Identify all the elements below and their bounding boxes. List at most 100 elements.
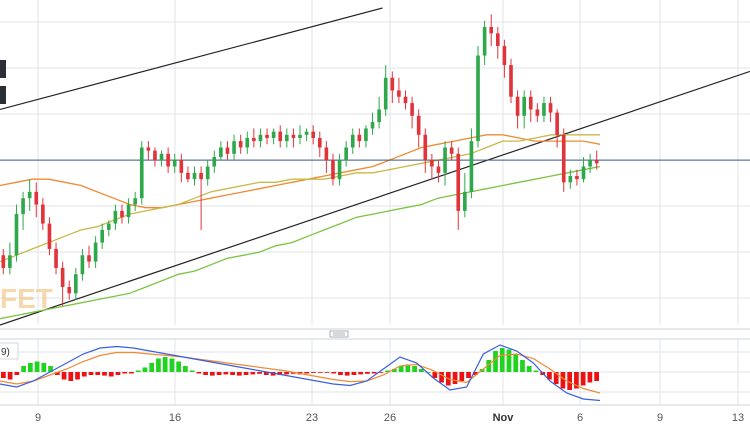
watermark-text: FET [0,283,53,314]
histogram-bar [574,372,579,389]
histogram-bar [432,372,438,378]
candle-body [403,96,408,104]
candle-body [120,210,124,218]
histogram-bar [547,372,552,380]
candle-body [54,248,58,268]
candle-body [225,147,230,154]
candle-body [34,191,39,205]
histogram-bar [486,360,492,372]
histogram-bar [533,370,539,372]
candle-body [548,103,553,113]
histogram-bar [580,372,586,386]
resize-handle-icon[interactable] [329,330,349,338]
histogram-bar [61,372,67,380]
histogram-bar [257,372,262,374]
histogram-bar [108,372,114,377]
histogram-bar [526,366,532,372]
candle-body [238,141,243,148]
left-badge-top [0,60,6,78]
histogram-bar [196,372,202,374]
candle-body [153,150,157,161]
candle-body [291,134,296,138]
histogram-bar [324,372,330,373]
histogram-bar [439,372,444,383]
candle-body [331,160,335,180]
trendline [0,70,750,326]
candle-body [106,223,111,230]
histogram-bar [351,372,357,375]
panel-divider[interactable] [0,328,750,340]
candle-body [528,96,533,110]
histogram-bar [425,372,431,373]
histogram-bar [210,372,215,376]
histogram-bar [169,358,175,372]
histogram-bar [493,351,498,372]
histogram-bar [1,372,6,378]
histogram-bar [95,372,101,375]
histogram-bar [41,363,47,372]
histogram-bar [230,372,235,375]
candle-body [350,134,355,148]
histogram-bar [34,361,40,372]
histogram-bar [338,372,343,375]
candle-body [436,166,441,173]
candle-body [515,96,520,116]
x-tick-label: 9 [35,412,41,424]
macd-line [0,344,601,402]
candle-body [430,160,434,167]
candle-body [74,274,78,294]
histogram-bar [236,372,242,376]
histogram-bar [472,372,478,375]
candle-body [265,134,269,138]
candle-body [205,166,210,180]
candle-body [60,267,65,287]
histogram-bar [344,372,350,376]
candle-body [370,122,375,129]
candle-body [186,172,190,180]
histogram-bar [412,366,417,372]
candle-body [271,131,276,138]
candle-body [555,112,559,135]
histogram-bar [506,349,512,372]
candle-body [219,147,223,157]
histogram-bar [392,369,397,372]
histogram-bar [223,372,229,375]
candle-body [298,134,302,138]
histogram-bar [567,372,573,390]
moving-average-line [0,134,601,209]
histogram-bar [398,366,404,372]
candle-body [21,198,25,215]
candle-body [463,191,467,211]
histogram-bar [142,367,148,372]
histogram-bar [304,372,310,374]
candle-body [482,27,487,56]
candle-body [285,134,289,142]
histogram-bar [452,372,458,384]
candle-body [67,286,72,294]
x-tick-label: 9 [657,412,663,424]
histogram-bar [371,372,377,374]
histogram-bar [520,360,525,372]
candle-body [397,90,401,97]
histogram-bar [81,372,87,377]
histogram-bar [243,372,249,375]
histogram-bar [553,372,559,384]
candle-body [390,77,395,91]
candle-body [41,204,45,224]
indicator-label-box [0,342,19,360]
x-tick-label: 13 [732,412,744,424]
candle-body [1,255,6,268]
histogram-bar [122,372,128,374]
candle-body [509,65,513,97]
candle-body [469,141,474,192]
candle-body [258,134,263,142]
candle-body [456,153,461,211]
trendlines [0,7,750,326]
candlestick-series [1,14,599,306]
macd-lines [0,344,601,402]
histogram-bar [176,361,182,372]
histogram-bar [68,372,74,381]
histogram-bar [594,372,599,381]
candle-body [383,77,388,110]
histogram-bar [290,372,296,374]
